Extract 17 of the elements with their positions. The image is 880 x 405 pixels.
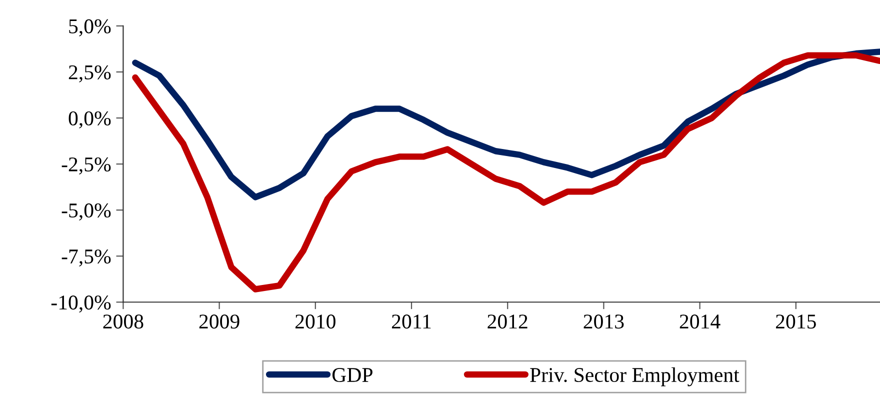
x-tick-label: 2010 xyxy=(295,314,336,329)
y-tick-label: 0,0% xyxy=(68,111,111,128)
legend-label: Priv. Sector Employment xyxy=(530,367,740,386)
x-tick-label: 2015 xyxy=(776,314,816,329)
legend-label: GDP xyxy=(332,368,372,382)
x-tick-label: 2008 xyxy=(103,314,144,329)
y-tick-label: 5,0% xyxy=(69,19,111,36)
x-tick-label: 2011 xyxy=(392,314,431,329)
x-tick-label: 2009 xyxy=(199,314,240,329)
x-tick-label: 2013 xyxy=(584,314,624,329)
y-tick-label: 2,5% xyxy=(68,65,111,82)
x-tick-label: 2014 xyxy=(680,314,720,329)
y-tick-label: -7,5% xyxy=(62,249,111,267)
y-tick-label: -10,0% xyxy=(51,296,111,313)
x-tick-label: 2012 xyxy=(488,314,528,329)
y-tick-label: -2,5% xyxy=(62,157,111,174)
y-tick-label: -5,0% xyxy=(62,203,111,220)
